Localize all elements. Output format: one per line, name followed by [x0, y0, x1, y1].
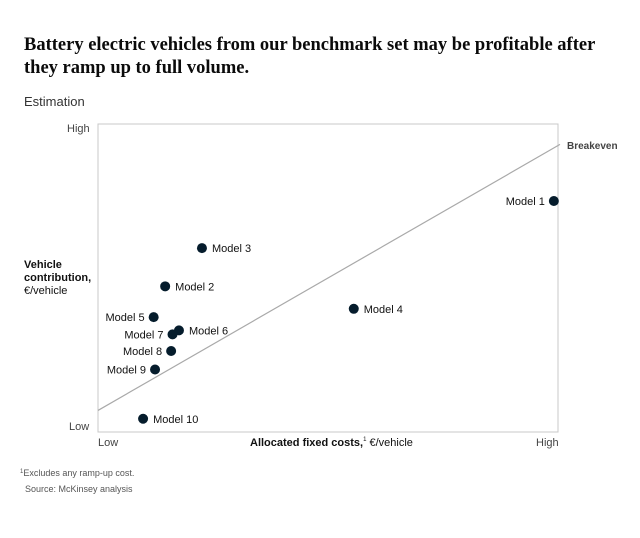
- data-point: [160, 281, 171, 292]
- y-tick-high: High: [67, 123, 90, 135]
- data-point: [167, 329, 178, 340]
- breakeven-line: [97, 143, 561, 411]
- x-tick-low: Low: [98, 437, 119, 449]
- data-point-label: Model 4: [364, 304, 403, 316]
- plot-frame: [97, 123, 559, 433]
- data-point-label: Model 1: [506, 196, 545, 208]
- breakeven-label: Breakeven: [567, 141, 618, 152]
- source-note: Source: McKinsey analysis: [25, 484, 133, 494]
- y-axis-label: Vehicle contribution, €/vehicle: [24, 259, 104, 298]
- data-point-label: Model 6: [189, 325, 228, 337]
- data-point-label: Model 10: [153, 414, 198, 426]
- data-point-label: Model 5: [106, 312, 145, 324]
- x-tick-high: High: [536, 437, 559, 449]
- x-axis-label: Allocated fixed costs,1 €/vehicle: [250, 437, 413, 449]
- data-point: [166, 345, 177, 356]
- data-point: [348, 303, 359, 314]
- data-point: [150, 364, 161, 375]
- data-point: [196, 243, 207, 254]
- data-point: [548, 196, 559, 206]
- data-point-label: Model 7: [124, 329, 163, 341]
- x-axis-footnote-marker: 1: [363, 437, 367, 443]
- chart-title: Battery electric vehicles from our bench…: [24, 35, 595, 78]
- footnote-text: Excludes any ramp-up cost.: [23, 468, 135, 478]
- y-tick-low: Low: [69, 421, 90, 433]
- footnote: 1Excludes any ramp-up cost.: [20, 468, 134, 478]
- chart-subtitle: Estimation: [24, 94, 85, 109]
- data-point-label: Model 3: [212, 243, 251, 255]
- data-point: [138, 413, 149, 424]
- footnote-marker: 1: [20, 469, 24, 475]
- x-axis-label-unit: €/vehicle: [366, 437, 413, 449]
- y-axis-label-unit: €/vehicle: [24, 285, 68, 297]
- data-point-label: Model 9: [107, 364, 146, 376]
- y-axis-label-title: Vehicle contribution,: [24, 259, 92, 284]
- data-point-label: Model 8: [123, 346, 162, 358]
- x-axis-label-title: Allocated fixed costs,: [250, 437, 364, 449]
- data-point: [148, 312, 159, 323]
- data-point-label: Model 2: [175, 281, 214, 293]
